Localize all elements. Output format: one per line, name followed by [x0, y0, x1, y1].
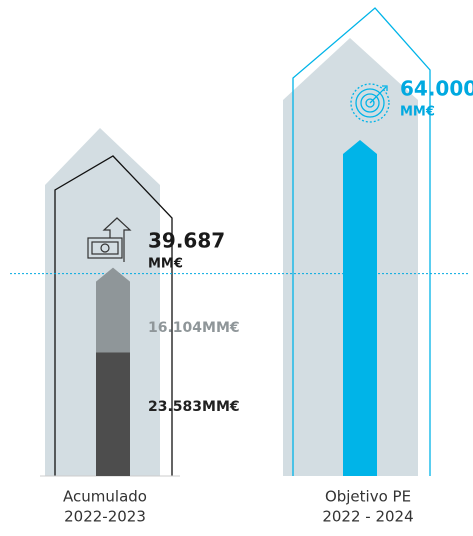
value-label: 23.583MM€ — [148, 399, 240, 415]
value-label: 16.104MM€ — [148, 320, 240, 336]
category-label: 2022 - 2024 — [322, 508, 413, 526]
house-outline — [292, 7, 431, 476]
bar-segment — [96, 352, 130, 476]
category-label: Acumulado — [63, 488, 147, 506]
total-label: 39.687 — [148, 229, 225, 253]
house-outline — [54, 155, 173, 476]
total-unit: MM€ — [400, 105, 435, 120]
bar-segment — [343, 140, 377, 476]
category-label: Objetivo PE — [325, 488, 411, 506]
target-icon — [350, 83, 390, 123]
money-icon — [87, 217, 132, 262]
category-label: 2022-2023 — [64, 508, 146, 526]
total-label: 64.000 — [400, 77, 473, 101]
total-unit: MM€ — [148, 257, 183, 272]
bar-segment — [96, 267, 130, 353]
